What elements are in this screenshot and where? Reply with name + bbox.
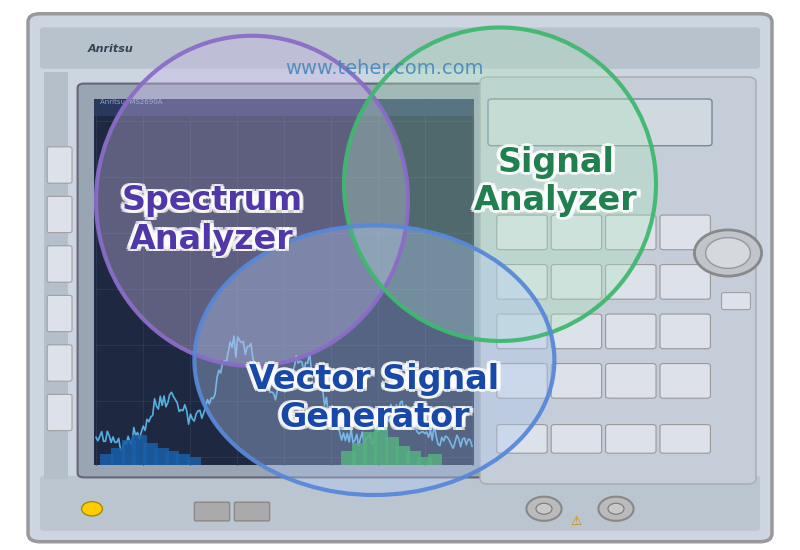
Text: Spectrum
Analyzer: Spectrum Analyzer [122,184,302,256]
FancyBboxPatch shape [47,345,72,381]
Circle shape [526,497,562,521]
Text: Spectrum
Analyzer: Spectrum Analyzer [118,182,299,254]
Circle shape [608,503,624,514]
FancyBboxPatch shape [488,99,712,146]
FancyBboxPatch shape [234,502,270,521]
FancyBboxPatch shape [47,246,72,282]
Text: Spectrum
Analyzer: Spectrum Analyzer [126,184,306,256]
Bar [342,451,356,465]
Text: Vector Signal
Generator: Vector Signal Generator [250,366,499,437]
FancyBboxPatch shape [497,364,547,398]
Bar [374,424,388,465]
Text: Spectrum
Analyzer: Spectrum Analyzer [125,186,306,258]
Text: Vector Signal
Generator: Vector Signal Generator [250,360,499,432]
FancyBboxPatch shape [660,314,710,349]
FancyBboxPatch shape [480,77,756,484]
Bar [176,454,190,465]
Text: Anritsu: Anritsu [88,45,134,54]
FancyBboxPatch shape [497,425,547,453]
FancyBboxPatch shape [551,364,602,398]
FancyBboxPatch shape [194,502,230,521]
Text: ⚠: ⚠ [570,515,582,528]
Text: Vector Signal
Generator: Vector Signal Generator [253,361,502,432]
Bar [363,432,378,465]
FancyBboxPatch shape [551,215,602,250]
FancyBboxPatch shape [94,99,474,465]
Text: Vector Signal
Generator: Vector Signal Generator [246,363,495,434]
FancyBboxPatch shape [47,196,72,233]
Text: Signal
Analyzer: Signal Analyzer [478,148,641,219]
Text: Spectrum
Analyzer: Spectrum Analyzer [122,182,302,253]
Circle shape [694,230,762,276]
FancyBboxPatch shape [660,425,710,453]
Bar [154,448,169,465]
Ellipse shape [96,36,408,366]
FancyBboxPatch shape [47,394,72,431]
FancyBboxPatch shape [40,28,760,69]
Text: www.teher.com.com: www.teher.com.com [285,59,483,78]
Circle shape [706,238,750,268]
Circle shape [536,503,552,514]
Bar [385,437,399,465]
FancyBboxPatch shape [606,314,656,349]
Text: Signal
Analyzer: Signal Analyzer [474,148,638,220]
FancyBboxPatch shape [606,425,656,453]
FancyBboxPatch shape [606,215,656,250]
FancyBboxPatch shape [94,99,474,116]
Bar [395,446,410,465]
Text: Spectrum
Analyzer: Spectrum Analyzer [118,184,298,256]
FancyBboxPatch shape [551,314,602,349]
FancyBboxPatch shape [660,364,710,398]
Text: Vector Signal
Generator: Vector Signal Generator [250,363,499,434]
Circle shape [82,502,102,516]
FancyBboxPatch shape [660,215,710,250]
FancyBboxPatch shape [606,265,656,299]
Text: Vector Signal
Generator: Vector Signal Generator [246,365,496,437]
Bar [417,456,431,465]
Ellipse shape [344,28,656,341]
Bar [406,451,421,465]
FancyBboxPatch shape [497,265,547,299]
Bar [122,440,136,465]
Text: Signal
Analyzer: Signal Analyzer [474,146,638,217]
Bar [428,454,442,465]
FancyBboxPatch shape [606,364,656,398]
FancyBboxPatch shape [28,14,772,542]
FancyBboxPatch shape [551,265,602,299]
Circle shape [598,497,634,521]
Text: Spectrum
Analyzer: Spectrum Analyzer [122,187,302,258]
FancyBboxPatch shape [40,476,760,531]
FancyBboxPatch shape [44,72,68,478]
Text: Vector Signal
Generator: Vector Signal Generator [246,361,496,432]
Bar [352,443,366,465]
FancyBboxPatch shape [551,425,602,453]
Bar [186,456,201,465]
FancyBboxPatch shape [78,84,490,477]
Text: Signal
Analyzer: Signal Analyzer [471,144,634,215]
Bar [165,451,179,465]
Text: Vector Signal
Generator: Vector Signal Generator [253,365,502,437]
FancyBboxPatch shape [497,215,547,250]
Bar [143,443,158,465]
Text: Anritsu  MS2690A: Anritsu MS2690A [100,99,162,104]
FancyBboxPatch shape [47,295,72,332]
FancyBboxPatch shape [722,293,750,310]
Text: Signal
Analyzer: Signal Analyzer [478,144,641,215]
FancyBboxPatch shape [660,265,710,299]
Text: Vector Signal
Generator: Vector Signal Generator [254,363,503,434]
Text: Signal
Analyzer: Signal Analyzer [478,146,642,217]
Text: Signal
Analyzer: Signal Analyzer [470,146,634,217]
Bar [111,448,126,465]
Bar [133,434,147,465]
FancyBboxPatch shape [497,314,547,349]
Text: Signal
Analyzer: Signal Analyzer [471,148,634,219]
FancyBboxPatch shape [47,147,72,183]
Text: Spectrum
Analyzer: Spectrum Analyzer [118,186,299,258]
Text: Signal
Analyzer: Signal Analyzer [474,143,638,214]
Text: Spectrum
Analyzer: Spectrum Analyzer [125,182,306,254]
Bar [100,454,114,465]
Ellipse shape [194,226,554,495]
